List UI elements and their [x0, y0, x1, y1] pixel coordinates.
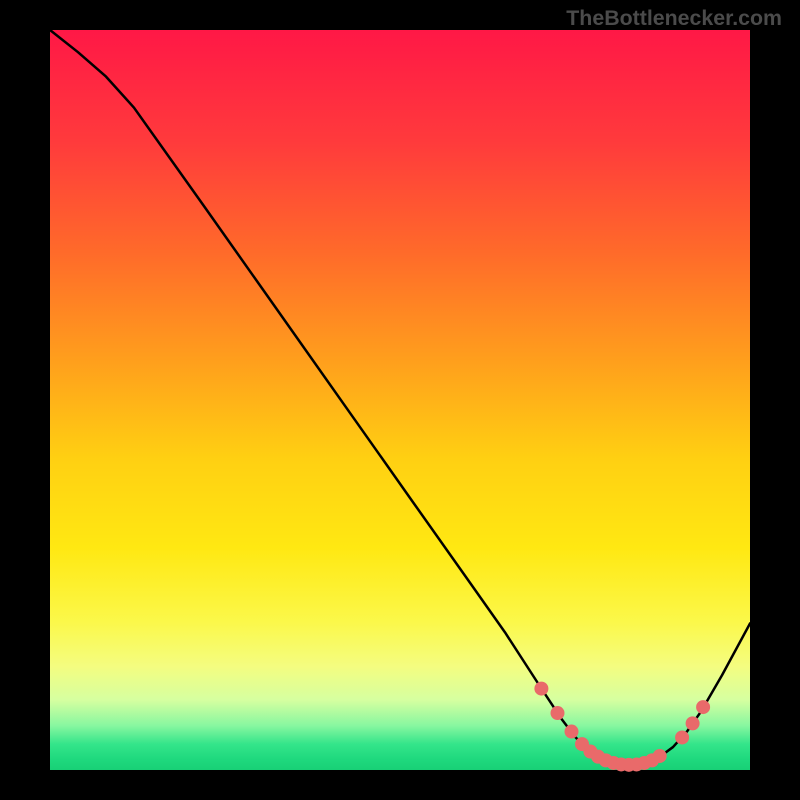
gradient-background	[50, 30, 750, 770]
marker-dot	[653, 749, 666, 762]
marker-dot	[676, 731, 689, 744]
marker-dot	[535, 682, 548, 695]
chart-svg	[0, 0, 800, 800]
marker-dot	[565, 725, 578, 738]
marker-dot	[551, 707, 564, 720]
attribution-label: TheBottlenecker.com	[566, 6, 782, 31]
marker-dot	[697, 701, 710, 714]
chart-container: TheBottlenecker.com	[0, 0, 800, 800]
marker-dot	[686, 717, 699, 730]
